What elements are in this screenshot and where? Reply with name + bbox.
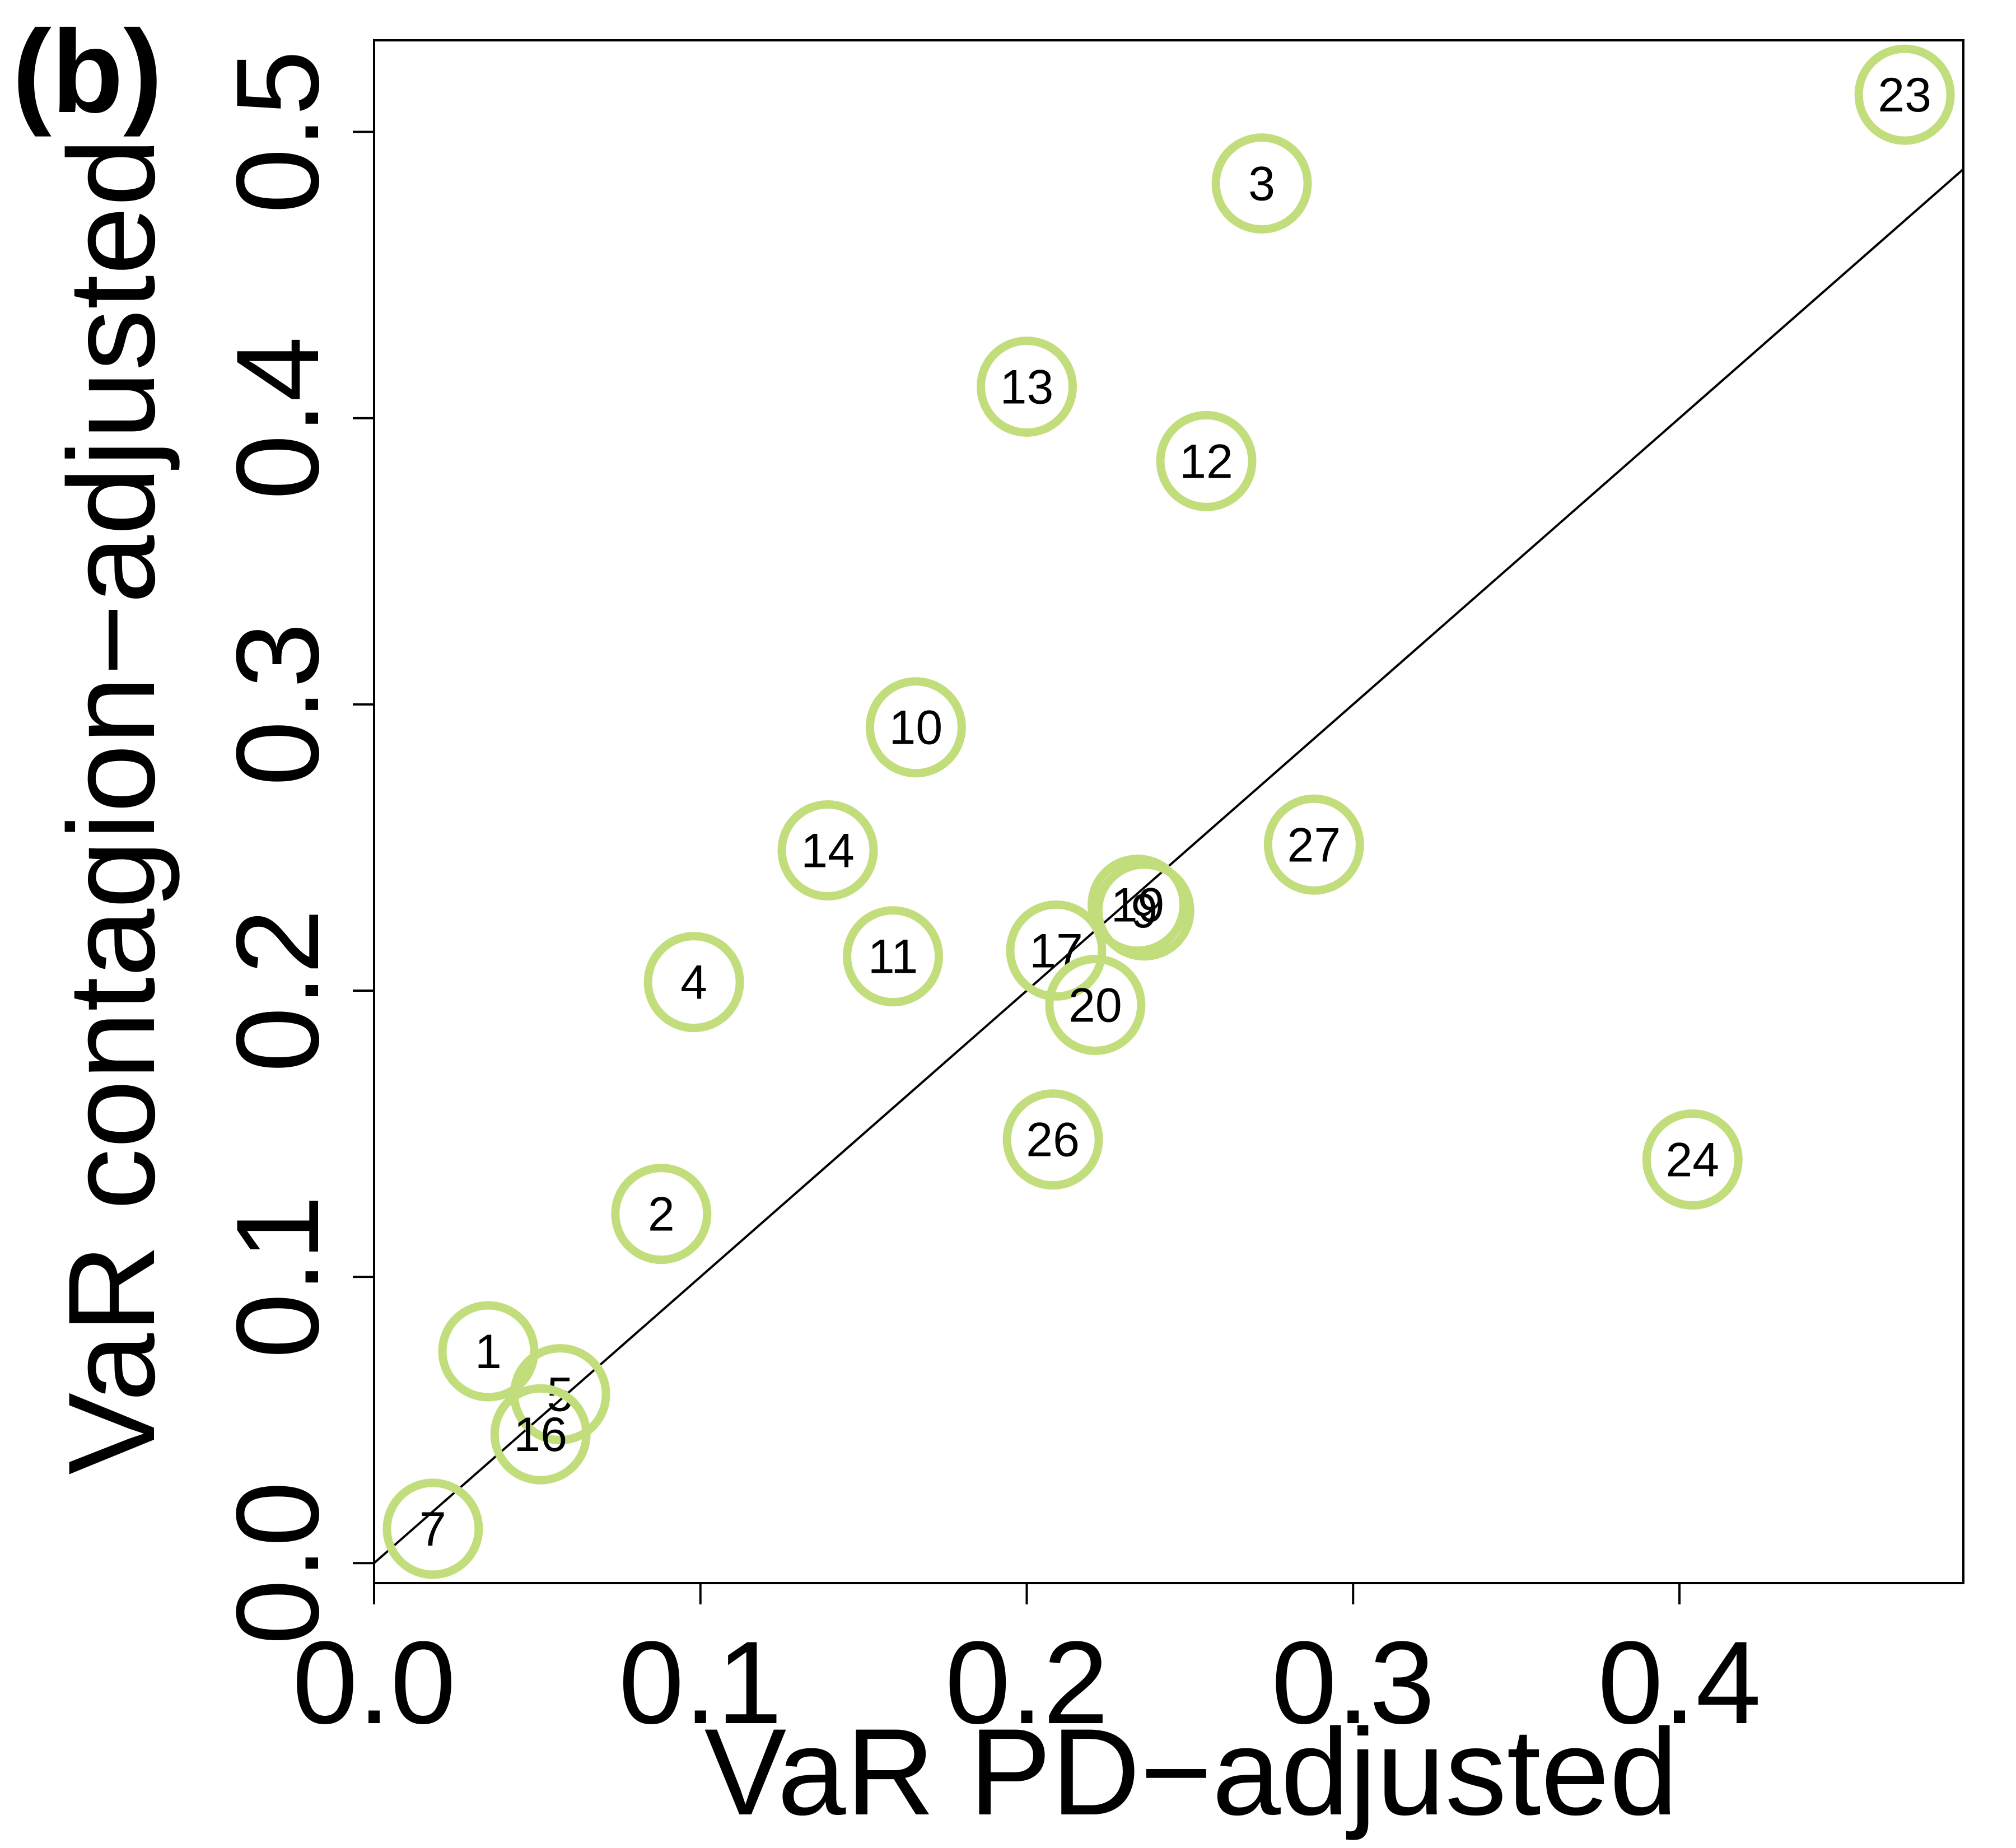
point-label-16: 16 bbox=[514, 1408, 567, 1462]
point-label-10: 10 bbox=[889, 701, 943, 755]
x-tick-label: 0.1 bbox=[619, 1617, 782, 1748]
x-axis: 0.0 0.1 0.2 0.3 0.4 bbox=[292, 1583, 1761, 1748]
point-marker-12 bbox=[1156, 410, 1257, 511]
x-axis-title: VaR PD−adjusted bbox=[704, 1703, 1678, 1841]
point-marker-7 bbox=[382, 1478, 483, 1579]
point-label-3: 3 bbox=[1248, 157, 1275, 211]
point-marker-13 bbox=[977, 336, 1077, 437]
point-marker-27 bbox=[1263, 794, 1364, 895]
point-label-17: 17 bbox=[1029, 924, 1083, 978]
point-label-12: 12 bbox=[1179, 435, 1233, 488]
y-tick-label: 0.4 bbox=[212, 337, 343, 500]
point-marker-23 bbox=[1854, 44, 1955, 145]
point-marker-2 bbox=[611, 1164, 712, 1264]
point-label-1: 1 bbox=[475, 1325, 502, 1379]
point-label-13: 13 bbox=[1000, 360, 1054, 414]
point-marker-14 bbox=[777, 800, 878, 901]
y-tick-label: 0.5 bbox=[212, 50, 343, 214]
point-marker-4 bbox=[643, 932, 744, 1033]
panel-label: (b) bbox=[12, 6, 162, 137]
y-tick-label: 0.3 bbox=[212, 623, 343, 786]
point-marker-16 bbox=[490, 1384, 591, 1485]
point-label-23: 23 bbox=[1878, 68, 1931, 122]
point-marker-3 bbox=[1211, 133, 1312, 234]
point-label-26: 26 bbox=[1026, 1113, 1080, 1167]
point-label-11: 11 bbox=[868, 930, 918, 984]
plot-frame bbox=[373, 39, 1964, 1584]
y-axis-title: VaR contagion−adjusted bbox=[43, 138, 180, 1474]
point-marker-1 bbox=[438, 1301, 539, 1402]
point-marker-20 bbox=[1045, 955, 1146, 1056]
point-marker-26 bbox=[1002, 1089, 1103, 1190]
point-marker-17 bbox=[1006, 900, 1107, 1001]
point-marker-10 bbox=[865, 677, 966, 778]
point-label-19: 19 bbox=[1111, 879, 1165, 932]
point-label-9: 9 bbox=[1131, 884, 1158, 938]
x-tick-label: 0.3 bbox=[1271, 1617, 1435, 1748]
y-tick-label: 0.1 bbox=[212, 1195, 343, 1359]
point-label-2: 2 bbox=[648, 1188, 675, 1242]
x-tick-label: 0.2 bbox=[945, 1617, 1109, 1748]
y-tick-label: 0.0 bbox=[212, 1481, 343, 1645]
point-label-7: 7 bbox=[419, 1502, 446, 1556]
point-label-20: 20 bbox=[1068, 979, 1122, 1033]
point-label-14: 14 bbox=[801, 824, 855, 878]
point-label-4: 4 bbox=[680, 956, 707, 1010]
point-marker-9 bbox=[1094, 860, 1194, 961]
x-tick-label: 0.4 bbox=[1598, 1617, 1761, 1748]
point-label-24: 24 bbox=[1665, 1133, 1719, 1187]
point-marker-11 bbox=[843, 906, 944, 1007]
y-tick-label: 0.2 bbox=[212, 909, 343, 1072]
point-label-27: 27 bbox=[1287, 818, 1341, 872]
x-tick-label: 0.0 bbox=[292, 1617, 456, 1748]
point-marker-19 bbox=[1088, 855, 1188, 955]
point-marker-24 bbox=[1642, 1109, 1743, 1210]
y-axis: 0.0 0.1 0.2 0.3 0.4 0.5 bbox=[212, 50, 374, 1645]
